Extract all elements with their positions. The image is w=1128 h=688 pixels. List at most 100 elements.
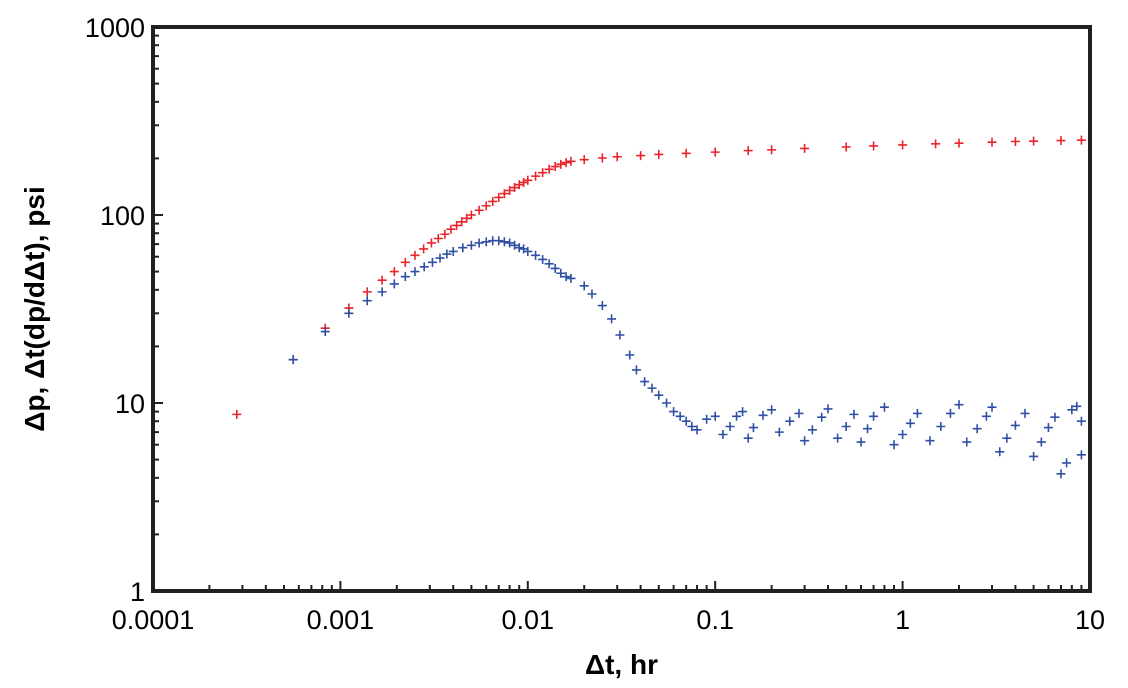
- derivative-point: [435, 253, 445, 263]
- derivative-point: [1002, 433, 1012, 443]
- derivative-point: [898, 429, 908, 439]
- derivative-point: [972, 424, 982, 434]
- pressure-change-point: [519, 177, 529, 187]
- derivative-point: [654, 390, 664, 400]
- derivative-point: [710, 411, 720, 421]
- derivative-point: [362, 296, 372, 306]
- pressure-change-point: [510, 183, 520, 193]
- pressure-change-point: [636, 151, 646, 161]
- x-tick-label: 0.01: [502, 605, 555, 635]
- derivative-point: [510, 240, 520, 250]
- derivative-point: [774, 427, 784, 437]
- derivative-point: [725, 421, 735, 431]
- x-tick-label: 0.001: [307, 605, 375, 635]
- derivative-point: [607, 314, 617, 324]
- derivative-point: [1020, 408, 1030, 418]
- derivative-point: [856, 437, 866, 447]
- y-tick-label: 1000: [85, 13, 145, 43]
- derivative-point: [550, 263, 560, 273]
- derivative-point: [1067, 405, 1077, 415]
- pressure-change-point: [987, 137, 997, 147]
- derivative-point: [1056, 469, 1066, 479]
- derivative-point: [987, 402, 997, 412]
- pressure-change-point: [841, 142, 851, 152]
- derivative-point: [647, 383, 657, 393]
- derivative-point: [849, 409, 859, 419]
- derivative-point: [631, 365, 641, 375]
- derivative-point: [615, 330, 625, 340]
- tick-labels: 0.0001 0.001 0.01 0.1 1 10 1 10 100 1000: [85, 13, 1105, 635]
- pressure-change-point: [433, 233, 443, 243]
- derivative-point: [419, 262, 429, 272]
- derivative-point: [995, 447, 1005, 457]
- pressure-change-point: [898, 140, 908, 150]
- axis-ticks: [152, 34, 1083, 592]
- pressure-change-point: [681, 148, 691, 158]
- derivative-point: [1029, 451, 1039, 461]
- derivative-point: [1010, 420, 1020, 430]
- pressure-change-point: [389, 267, 399, 277]
- derivative-point: [556, 268, 566, 278]
- pressure-change-point: [1076, 135, 1086, 145]
- pressure-change-point: [767, 145, 777, 155]
- derivative-point: [377, 287, 387, 297]
- pressure-change-point: [505, 185, 515, 195]
- derivative-point: [499, 237, 509, 247]
- derivative-point: [448, 246, 458, 256]
- pressure-change-point: [1056, 136, 1066, 146]
- pressure-change-point: [710, 147, 720, 157]
- derivative-point: [662, 398, 672, 408]
- derivative-point: [523, 246, 533, 256]
- derivative-point: [1072, 401, 1082, 411]
- derivative-point: [962, 437, 972, 447]
- derivative-point: [1076, 450, 1086, 460]
- derivative-point: [427, 257, 437, 267]
- derivative-point: [841, 421, 851, 431]
- pressure-change-point: [931, 139, 941, 149]
- derivative-point: [889, 440, 899, 450]
- pressure-change-point: [523, 175, 533, 185]
- derivative-point: [743, 433, 753, 443]
- derivative-point: [905, 418, 915, 428]
- derivative-point: [625, 350, 635, 360]
- derivative-point: [481, 237, 491, 247]
- derivative-point: [833, 433, 843, 443]
- pressure-change-point: [481, 201, 491, 211]
- derivative-point: [981, 411, 991, 421]
- pressure-change-point: [550, 162, 560, 172]
- y-tick-label: 100: [100, 201, 145, 231]
- pressure-change-point: [800, 143, 810, 153]
- derivative-point: [912, 408, 922, 418]
- pressure-change-point: [597, 153, 607, 163]
- derivative-point: [732, 411, 742, 421]
- x-tick-label: 0.0001: [112, 605, 195, 635]
- derivative-point: [466, 240, 476, 250]
- derivative-point: [767, 405, 777, 415]
- plot-frame: [151, 25, 1092, 593]
- derivative-point: [945, 408, 955, 418]
- derivative-point: [1076, 416, 1086, 426]
- derivative-point: [538, 254, 548, 264]
- derivative-point: [597, 301, 607, 311]
- derivative-point: [687, 421, 697, 431]
- pressure-change-point: [488, 196, 498, 206]
- x-tick-label: 1: [895, 605, 910, 635]
- derivative-point: [817, 412, 827, 422]
- derivative-point: [954, 400, 964, 410]
- x-tick-label: 10: [1075, 605, 1105, 635]
- derivative-point: [794, 408, 804, 418]
- derivative-point: [389, 279, 399, 289]
- data-points: [232, 135, 1086, 479]
- pressure-change-point: [954, 138, 964, 148]
- derivative-point: [505, 238, 515, 248]
- pressure-change-point: [440, 229, 450, 239]
- pressure-change-point: [1029, 136, 1039, 146]
- x-tick-label: 0.1: [696, 605, 734, 635]
- derivative-point: [344, 308, 354, 318]
- pressure-change-point: [531, 171, 541, 181]
- pressure-change-point: [362, 287, 372, 297]
- pressure-change-point: [544, 164, 554, 174]
- derivative-point: [692, 425, 702, 435]
- derivative-point: [925, 436, 935, 446]
